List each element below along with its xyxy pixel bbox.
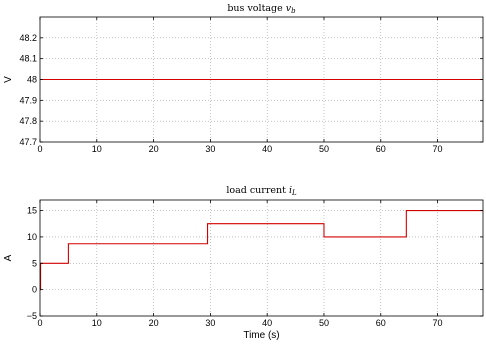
y-tick-label: 47.9 (19, 95, 37, 105)
chart-title: load current iL (226, 185, 297, 197)
y-tick-label: 47.7 (19, 137, 37, 147)
x-axis-label: Time (s) (243, 330, 279, 341)
y-tick-label: 5 (32, 258, 37, 268)
y-tick-label: 10 (27, 232, 37, 242)
x-tick-label: 70 (433, 318, 443, 328)
x-tick-label: 40 (262, 144, 272, 154)
y-tick-label: 0 (32, 285, 37, 295)
x-tick-label: 0 (37, 318, 42, 328)
x-tick-label: 30 (205, 144, 215, 154)
y-axis-label: V (3, 76, 14, 83)
x-tick-label: 70 (433, 144, 443, 154)
x-tick-label: 50 (319, 144, 329, 154)
x-tick-label: 0 (37, 144, 42, 154)
y-tick-label: −5 (27, 311, 37, 321)
x-tick-label: 10 (92, 318, 102, 328)
x-tick-label: 40 (262, 318, 272, 328)
plot-frame (39, 199, 484, 317)
x-tick-label: 10 (92, 144, 102, 154)
y-tick-label: 48 (27, 75, 37, 85)
y-tick-label: 15 (27, 206, 37, 216)
x-tick-label: 60 (376, 144, 386, 154)
voltage-chart: 0 10 20 30 40 50 60 70 47.7 47.8 47.9 48 48.1 48.2 bus… (3, 3, 484, 154)
series-line (40, 210, 483, 291)
y-axis-label: A (3, 254, 14, 261)
x-tick-label: 30 (205, 318, 215, 328)
x-tick-label: 20 (149, 144, 159, 154)
chart-title: bus voltage vb (227, 3, 296, 15)
y-tick-label: 48.2 (19, 33, 37, 43)
y-tick-label: 47.8 (19, 116, 37, 126)
y-tick-label: 48.1 (19, 54, 37, 64)
x-tick-label: 60 (376, 318, 386, 328)
x-tick-label: 20 (149, 318, 159, 328)
x-tick-label: 50 (319, 318, 329, 328)
